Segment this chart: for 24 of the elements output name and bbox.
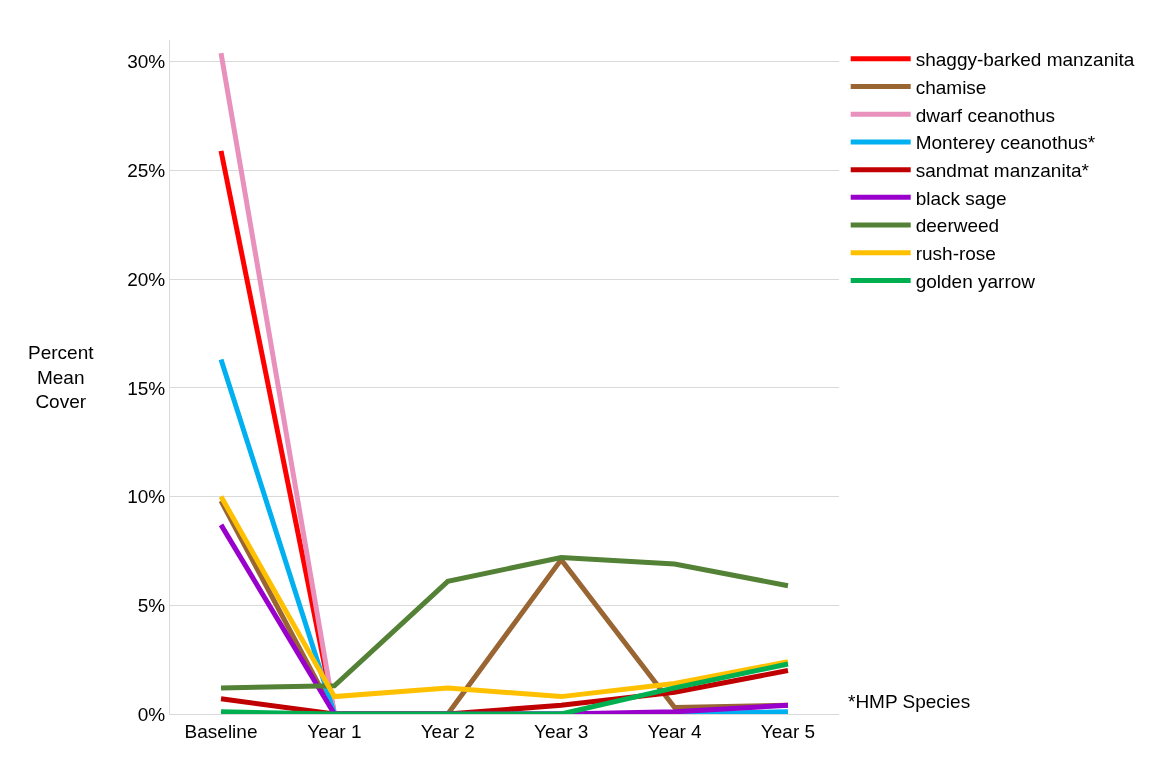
y-tick-label: 10% (127, 486, 166, 508)
x-tick-label: Year 5 (760, 720, 816, 742)
y-tick-label: 15% (127, 377, 166, 399)
y-axis-title: Percent Mean Cover (28, 342, 95, 413)
legend-label: sandmat manzanita* (915, 160, 1090, 182)
legend-label: Monterey ceanothus* (915, 132, 1096, 154)
x-tick-label: Year 1 (307, 720, 362, 742)
legend-label: shaggy-barked manzanita (915, 49, 1135, 71)
y-tick-label: 5% (137, 594, 166, 616)
y-tick-label: 25% (127, 160, 166, 182)
x-tick-label: Baseline (184, 720, 258, 742)
text: *HMP Species (848, 691, 971, 712)
x-tick-label: Year 4 (647, 720, 703, 742)
legend-label: chamise (915, 76, 987, 98)
y-tick-label: 20% (127, 268, 166, 290)
legend-label: golden yarrow (915, 270, 1036, 292)
legend-label: dwarf ceanothus (915, 104, 1056, 126)
y-tick-label: 30% (127, 51, 166, 73)
y-tick-label: 0% (137, 703, 166, 725)
legend-label: deerweed (915, 215, 1000, 237)
x-tick-label: Year 3 (534, 720, 589, 742)
legend-label: rush-rose (915, 243, 996, 265)
legend-label: black sage (915, 187, 1007, 209)
x-tick-label: Year 2 (420, 720, 475, 742)
